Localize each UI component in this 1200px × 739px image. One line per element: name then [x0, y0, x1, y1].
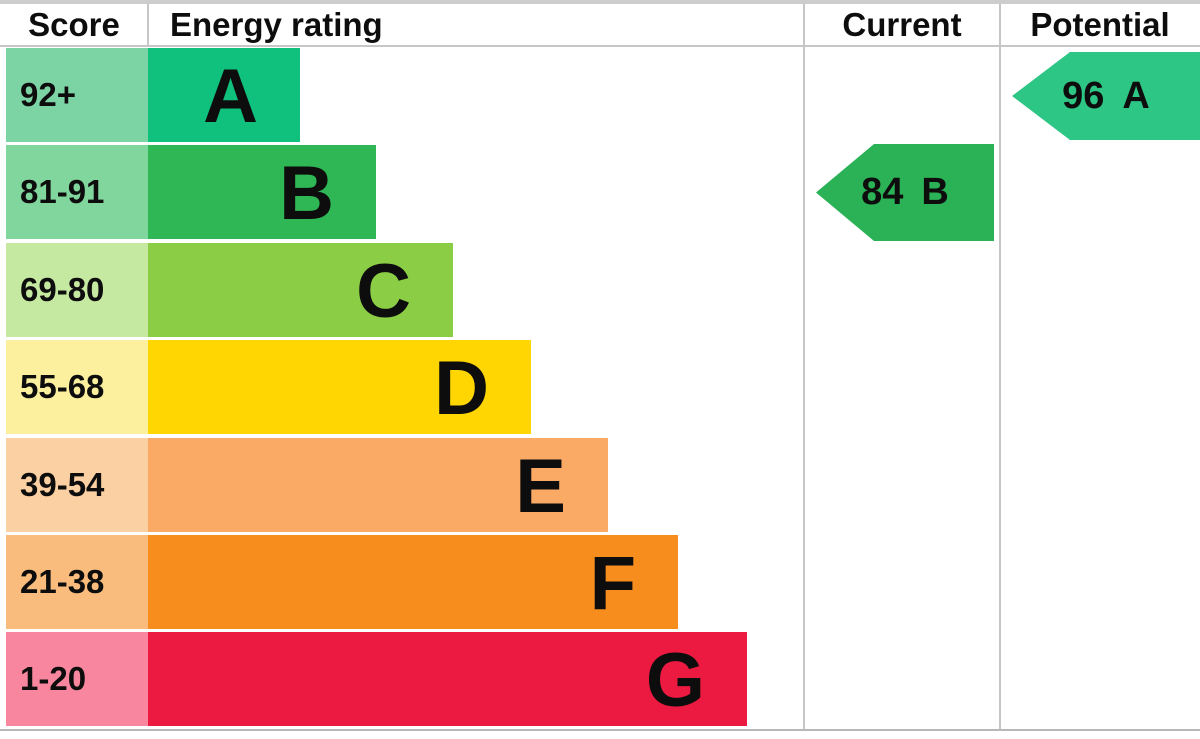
chart-header: Score Energy rating Current Potential	[0, 4, 1200, 46]
score-range-cell: 21-38	[6, 535, 148, 629]
band-bar-b: B	[148, 145, 376, 240]
band-bar-c: C	[148, 242, 453, 337]
separator-current-potential	[999, 4, 1001, 731]
potential-rating-band: A	[1122, 74, 1150, 117]
score-range-cell: 39-54	[6, 437, 148, 532]
band-row-a: 92+ A	[0, 48, 1200, 142]
band-letter: A	[203, 54, 258, 139]
potential-rating-value: 96	[1062, 74, 1105, 117]
current-rating-value: 84	[861, 171, 904, 213]
score-range-cell: 69-80	[6, 242, 148, 337]
band-row-b: 81-91 B	[0, 145, 1200, 240]
band-row-f: 21-38 F	[0, 535, 1200, 629]
band-bar-e: E	[148, 437, 608, 532]
top-border-line	[0, 0, 1200, 4]
band-row-g: 1-20 G	[0, 632, 1200, 727]
header-potential: Potential	[1030, 6, 1170, 43]
score-range-cell: 81-91	[6, 145, 148, 240]
band-row-c: 69-80 C	[0, 242, 1200, 337]
header-score: Score	[28, 6, 120, 43]
header-energy-rating: Energy rating	[170, 6, 383, 43]
score-range-cell: 1-20	[6, 632, 148, 727]
band-letter: G	[645, 638, 705, 724]
band-row-d: 55-68 D	[0, 340, 1200, 435]
band-letter: D	[434, 346, 489, 432]
band-letter: C	[356, 248, 411, 334]
header-current: Current	[842, 6, 962, 43]
header-underline	[0, 45, 1200, 47]
band-letter: F	[589, 541, 636, 626]
band-letter: E	[515, 443, 566, 529]
bottom-border-line	[0, 729, 1200, 731]
separator-energy-current	[803, 4, 805, 731]
band-bar-f: F	[148, 535, 678, 629]
current-rating-band: B	[921, 171, 949, 213]
separator-score-energy	[147, 4, 149, 45]
score-range-cell: 55-68	[6, 340, 148, 435]
band-bar-g: G	[148, 632, 747, 727]
band-bar-d: D	[148, 340, 531, 435]
band-letter: B	[279, 151, 334, 237]
band-bar-a: A	[148, 48, 300, 142]
band-row-e: 39-54 E	[0, 437, 1200, 532]
score-range-cell: 92+	[6, 48, 148, 142]
